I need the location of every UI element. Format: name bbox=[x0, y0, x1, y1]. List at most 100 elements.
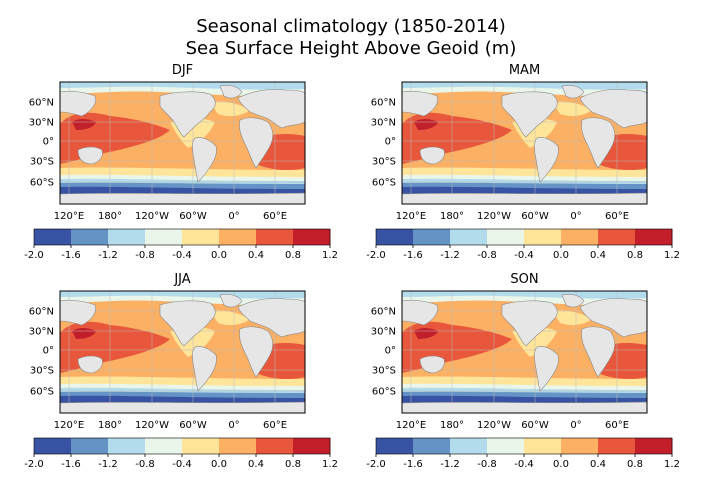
colorbar-segment bbox=[635, 229, 673, 245]
panel-title: MAM bbox=[509, 63, 540, 78]
colorbar-tick-label: 1.2 bbox=[322, 459, 338, 470]
colorbar-tick-label: -0.4 bbox=[172, 250, 192, 261]
colorbar-mam: -2.0 -1.6 -1.2 -0.8 -0.4 0.0 0.4 0.8 1.2 bbox=[366, 228, 680, 261]
colorbar-segment bbox=[219, 229, 257, 245]
land-mass-7 bbox=[402, 401, 647, 413]
land-mass-6 bbox=[77, 146, 103, 165]
map-frame bbox=[401, 290, 648, 414]
ssh-contour-2 bbox=[60, 291, 305, 299]
colorbar-tick-label: 0.0 bbox=[553, 459, 569, 470]
lat-tick-label: 0° bbox=[43, 346, 54, 357]
colorbar-segment bbox=[293, 438, 331, 454]
colorbar-son: -2.0 -1.6 -1.2 -0.8 -0.4 0.0 0.4 0.8 1.2 bbox=[366, 437, 680, 470]
figure-title-line1: Seasonal climatology (1850-2014) bbox=[196, 16, 506, 37]
lon-tick-label: 120°E bbox=[54, 211, 84, 222]
colorbar-tick-label: -0.8 bbox=[477, 250, 497, 261]
colorbar-tick-label: -2.0 bbox=[366, 459, 386, 470]
colorbar-segment bbox=[376, 229, 414, 245]
lon-tick-label: 0° bbox=[570, 211, 581, 222]
colorbar-tick-label: -1.2 bbox=[440, 250, 460, 261]
colorbar-segment bbox=[450, 438, 488, 454]
colorbar-segment bbox=[256, 438, 294, 454]
panel-title: JJA bbox=[173, 272, 190, 287]
map-frame bbox=[401, 81, 648, 205]
colorbar-tick-label: 0.8 bbox=[627, 250, 643, 261]
land-mass-1 bbox=[219, 293, 243, 308]
lon-tick-label: 180° bbox=[440, 211, 464, 222]
map-frame bbox=[59, 290, 306, 414]
ssh-contour-2 bbox=[402, 291, 647, 299]
lon-tick-label: 60°E bbox=[605, 211, 629, 222]
land-mass-1 bbox=[561, 293, 585, 308]
land-mass-2 bbox=[192, 346, 217, 392]
land-mass-6 bbox=[419, 146, 445, 165]
lat-tick-label: 30°S bbox=[372, 157, 396, 168]
colorbar-tick-label: 0.4 bbox=[590, 250, 606, 261]
map-panel-jja: JJA 60°N 30°N 0° 30°S 60°S 120°E 180° 120°W 60°W 0… bbox=[29, 272, 306, 431]
land-mass-3 bbox=[237, 298, 305, 338]
land-mass-3 bbox=[579, 89, 647, 129]
lat-tick-label: 60°N bbox=[29, 98, 54, 109]
colorbar-tick-label: -2.0 bbox=[366, 250, 386, 261]
lon-tick-label: 60°E bbox=[263, 211, 287, 222]
colorbar-tick-label: 0.8 bbox=[627, 459, 643, 470]
colorbar-tick-label: -0.8 bbox=[135, 459, 155, 470]
colorbar-jja: -2.0 -1.6 -1.2 -0.8 -0.4 0.0 0.4 0.8 1.2 bbox=[24, 437, 338, 470]
colorbar-segment bbox=[561, 438, 599, 454]
lon-tick-label: 0° bbox=[570, 420, 581, 431]
ssh-contour-6 bbox=[210, 310, 250, 326]
land-mass-7 bbox=[60, 401, 305, 413]
lat-tick-label: 0° bbox=[43, 137, 54, 148]
colorbar-segment bbox=[413, 438, 451, 454]
colorbar-segment bbox=[598, 229, 636, 245]
colorbar-tick-label: -0.4 bbox=[514, 459, 534, 470]
colorbar-segment bbox=[487, 438, 525, 454]
land-mass-5 bbox=[239, 117, 274, 169]
colorbar-segment bbox=[635, 438, 673, 454]
colorbar-djf: -2.0 -1.6 -1.2 -0.8 -0.4 0.0 0.4 0.8 1.2 bbox=[24, 228, 338, 261]
colorbar-segment bbox=[524, 229, 562, 245]
colorbar-segment bbox=[376, 438, 414, 454]
panel-title: DJF bbox=[172, 63, 193, 78]
lat-tick-label: 60°N bbox=[371, 98, 396, 109]
colorbar-tick-label: -2.0 bbox=[24, 250, 44, 261]
colorbar-tick-label: 0.4 bbox=[248, 250, 264, 261]
colorbar-tick-label: 1.2 bbox=[664, 459, 680, 470]
colorbar-tick-label: -0.4 bbox=[514, 250, 534, 261]
ssh-contour-6 bbox=[210, 101, 250, 117]
colorbar-tick-label: 0.0 bbox=[553, 250, 569, 261]
map-panel-son: SON 60°N 30°N 0° 30°S 60°S 120°E 180° 120°W 60°W 0… bbox=[371, 272, 648, 431]
ssh-contour-2 bbox=[402, 82, 647, 90]
colorbar-tick-label: -0.4 bbox=[172, 459, 192, 470]
land-mass-5 bbox=[581, 117, 616, 169]
lon-tick-label: 120°E bbox=[54, 420, 84, 431]
colorbar-segment bbox=[71, 229, 109, 245]
ssh-contour-6 bbox=[552, 101, 592, 117]
colorbar-tick-label: 1.2 bbox=[664, 250, 680, 261]
lat-tick-label: 0° bbox=[385, 346, 396, 357]
colorbar-segment bbox=[413, 229, 451, 245]
land-mass-5 bbox=[239, 326, 274, 378]
colorbar-segment bbox=[256, 229, 294, 245]
lon-tick-label: 180° bbox=[440, 420, 464, 431]
colorbar-tick-label: 0.0 bbox=[211, 250, 227, 261]
lat-tick-label: 30°N bbox=[29, 118, 54, 129]
land-mass-0 bbox=[159, 300, 216, 347]
lat-tick-label: 60°N bbox=[29, 307, 54, 318]
colorbar-segment bbox=[182, 438, 220, 454]
land-mass-7 bbox=[60, 192, 305, 204]
colorbar-tick-label: -1.6 bbox=[61, 250, 81, 261]
figure-title-line2: Sea Surface Height Above Geoid (m) bbox=[185, 38, 517, 59]
lon-tick-label: 120°W bbox=[135, 211, 169, 222]
colorbar-tick-label: -0.8 bbox=[135, 250, 155, 261]
land-mass-6 bbox=[419, 355, 445, 374]
colorbar-segment bbox=[34, 229, 72, 245]
land-mass-7 bbox=[402, 192, 647, 204]
lat-tick-label: 60°N bbox=[371, 307, 396, 318]
colorbar-tick-label: 0.8 bbox=[285, 250, 301, 261]
land-mass-0 bbox=[159, 91, 216, 138]
colorbar-segment bbox=[34, 438, 72, 454]
lon-tick-label: 60°W bbox=[521, 420, 549, 431]
land-mass-2 bbox=[192, 137, 217, 183]
